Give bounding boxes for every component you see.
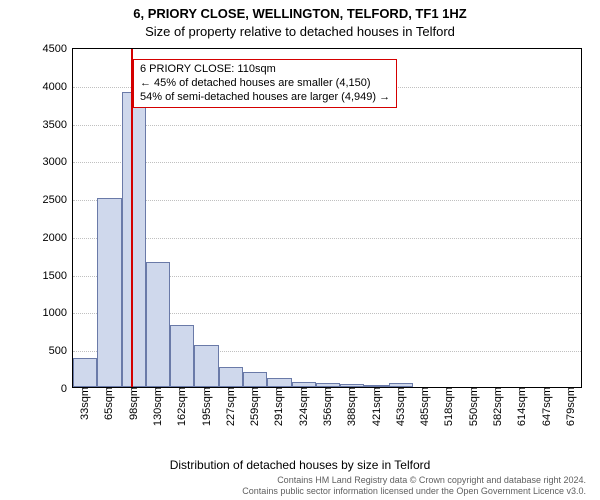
- footer-line2: Contains public sector information licen…: [242, 486, 586, 496]
- y-tick-label: 4000: [43, 81, 67, 93]
- x-tick-label: 518sqm: [443, 387, 455, 426]
- x-tick-label: 162sqm: [176, 387, 188, 426]
- x-tick-label: 130sqm: [152, 387, 164, 426]
- annotation-line: ← 45% of detached houses are smaller (4,…: [140, 77, 390, 91]
- x-tick-label: 324sqm: [298, 387, 310, 426]
- x-tick-label: 388sqm: [346, 387, 358, 426]
- x-tick-label: 195sqm: [201, 387, 213, 426]
- histogram-bar: [122, 92, 146, 387]
- x-tick-label: 582sqm: [492, 387, 504, 426]
- x-tick-label: 291sqm: [273, 387, 285, 426]
- annotation-box: 6 PRIORY CLOSE: 110sqm← 45% of detached …: [133, 59, 397, 108]
- chart-title-line1: 6, PRIORY CLOSE, WELLINGTON, TELFORD, TF…: [0, 6, 600, 21]
- gridline-h: [73, 238, 581, 239]
- x-tick-label: 98sqm: [128, 387, 140, 420]
- y-tick-label: 2500: [43, 194, 67, 206]
- y-tick-label: 3000: [43, 156, 67, 168]
- chart-footer: Contains HM Land Registry data © Crown c…: [242, 475, 586, 496]
- histogram-bar: [194, 345, 218, 387]
- property-size-histogram: 6, PRIORY CLOSE, WELLINGTON, TELFORD, TF…: [0, 0, 600, 500]
- x-tick-label: 614sqm: [516, 387, 528, 426]
- gridline-h: [73, 162, 581, 163]
- histogram-bar: [97, 198, 121, 387]
- x-axis-label: Distribution of detached houses by size …: [0, 458, 600, 472]
- y-tick-label: 1000: [43, 307, 67, 319]
- histogram-bar: [170, 325, 194, 387]
- plot-area: 05001000150020002500300035004000450033sq…: [72, 48, 582, 388]
- chart-title-line2: Size of property relative to detached ho…: [0, 24, 600, 39]
- y-tick-label: 1500: [43, 270, 67, 282]
- x-tick-label: 65sqm: [103, 387, 115, 420]
- x-tick-label: 356sqm: [322, 387, 334, 426]
- y-tick-label: 2000: [43, 232, 67, 244]
- annotation-line: 6 PRIORY CLOSE: 110sqm: [140, 63, 390, 77]
- x-tick-label: 33sqm: [79, 387, 91, 420]
- histogram-bar: [243, 372, 267, 387]
- x-tick-label: 485sqm: [419, 387, 431, 426]
- annotation-line: 54% of semi-detached houses are larger (…: [140, 91, 390, 105]
- x-tick-label: 227sqm: [225, 387, 237, 426]
- x-tick-label: 259sqm: [249, 387, 261, 426]
- histogram-bar: [146, 262, 170, 387]
- x-tick-label: 679sqm: [565, 387, 577, 426]
- histogram-bar: [219, 367, 243, 387]
- y-tick-label: 0: [61, 383, 67, 395]
- x-tick-label: 453sqm: [395, 387, 407, 426]
- y-tick-label: 4500: [43, 43, 67, 55]
- x-tick-label: 550sqm: [468, 387, 480, 426]
- footer-line1: Contains HM Land Registry data © Crown c…: [242, 475, 586, 485]
- x-tick-label: 421sqm: [371, 387, 383, 426]
- gridline-h: [73, 125, 581, 126]
- y-tick-label: 500: [49, 345, 67, 357]
- y-tick-label: 3500: [43, 119, 67, 131]
- histogram-bar: [73, 358, 97, 387]
- x-tick-label: 647sqm: [541, 387, 553, 426]
- gridline-h: [73, 200, 581, 201]
- histogram-bar: [267, 378, 291, 387]
